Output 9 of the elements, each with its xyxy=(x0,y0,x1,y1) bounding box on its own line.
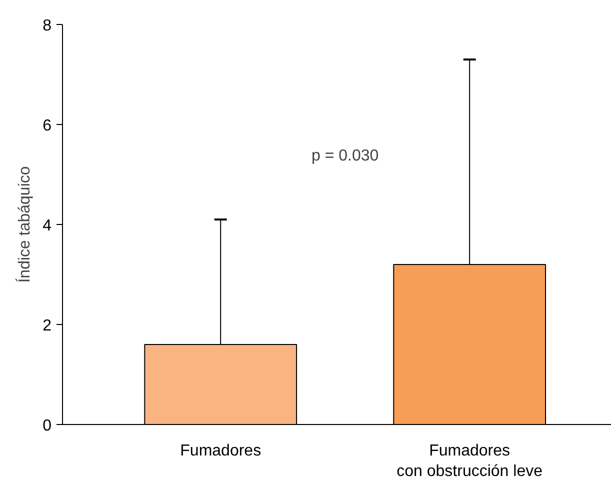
y-axis-title: Índice tabáquico xyxy=(16,166,34,283)
x-tick-label: Fumadores con obstrucción leve xyxy=(396,442,543,480)
x-tick-label: Fumadores xyxy=(180,442,262,460)
y-tick-label: 8 xyxy=(42,18,52,34)
y-tick-label: 2 xyxy=(42,318,52,334)
y-tick-label: 4 xyxy=(42,218,52,234)
annotation: p = 0.030 xyxy=(312,148,379,164)
y-tick-label: 0 xyxy=(42,418,52,434)
y-tick-label: 6 xyxy=(42,118,52,134)
